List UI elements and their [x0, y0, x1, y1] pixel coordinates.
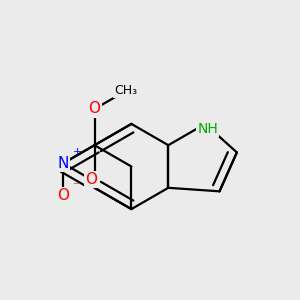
- Text: CH₃: CH₃: [114, 84, 137, 98]
- Text: NH: NH: [198, 122, 218, 136]
- Text: ⁻: ⁻: [72, 181, 79, 194]
- Text: +: +: [72, 147, 82, 157]
- Text: N: N: [58, 156, 69, 171]
- Text: O: O: [85, 172, 97, 187]
- Text: O: O: [57, 188, 69, 203]
- Text: O: O: [57, 156, 69, 171]
- Text: O: O: [88, 101, 101, 116]
